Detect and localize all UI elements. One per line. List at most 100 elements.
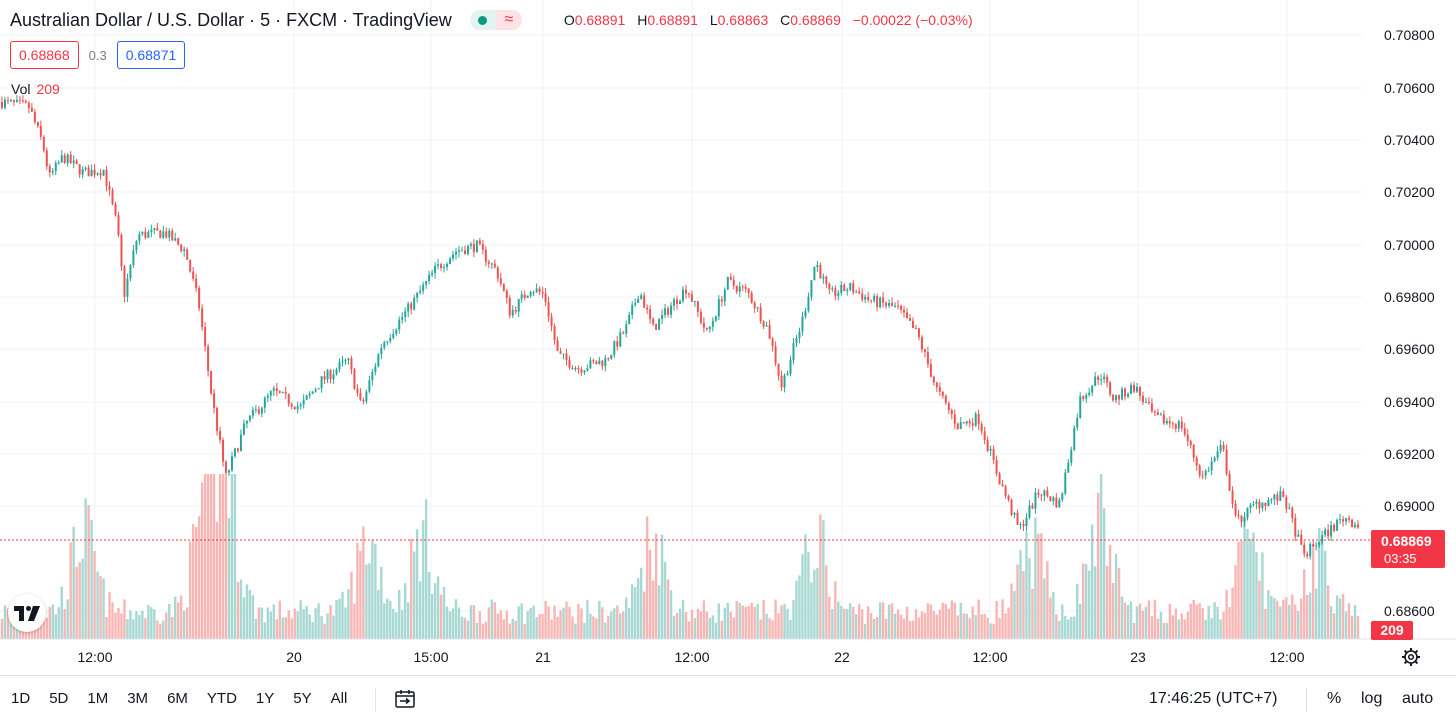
candle-body bbox=[156, 228, 159, 231]
candle-body bbox=[511, 310, 514, 316]
volume-bar bbox=[266, 607, 270, 639]
candle-body bbox=[207, 346, 210, 372]
candle-body bbox=[917, 328, 920, 338]
range-button-5d[interactable]: 5D bbox=[49, 690, 69, 707]
price-tick-label: 0.69400 bbox=[1384, 394, 1435, 410]
candle-body bbox=[598, 360, 601, 365]
volume-bar bbox=[714, 622, 718, 639]
volume-bar bbox=[1055, 614, 1058, 639]
sell-button[interactable]: 0.68868 bbox=[10, 41, 79, 69]
candle-body bbox=[1345, 518, 1348, 522]
volume-bar bbox=[890, 603, 894, 639]
volume-bar bbox=[1288, 604, 1291, 639]
volume-bar bbox=[478, 611, 482, 639]
range-button-6m[interactable]: 6M bbox=[167, 690, 188, 707]
volume-bar bbox=[729, 611, 732, 639]
range-button-all[interactable]: All bbox=[330, 690, 348, 707]
candle-body bbox=[813, 266, 816, 281]
volume-bar bbox=[1165, 623, 1169, 639]
volume-bar bbox=[1031, 588, 1034, 639]
go-to-date-icon[interactable] bbox=[394, 688, 416, 715]
market-status[interactable]: ≈ bbox=[469, 10, 522, 30]
candle-body bbox=[595, 361, 598, 365]
volume-bar bbox=[956, 615, 959, 639]
range-button-ytd[interactable]: YTD bbox=[206, 690, 237, 707]
chart-header: Australian Dollar / U.S. Dollar · 5 · FX… bbox=[10, 9, 973, 31]
price-chart[interactable]: 0.70800 0.70600 0.70400 0.70200 0.70000 0.698… bbox=[0, 0, 1456, 675]
volume-bar bbox=[1213, 602, 1216, 639]
candle-body bbox=[1213, 457, 1216, 462]
volume-bar bbox=[1240, 540, 1243, 639]
volume-bar bbox=[427, 572, 431, 639]
volume-bar bbox=[233, 474, 237, 639]
volume-bar bbox=[1306, 594, 1309, 639]
volume-bar bbox=[197, 516, 201, 639]
price-tick-label: 0.70400 bbox=[1384, 132, 1435, 148]
candle-body bbox=[293, 406, 296, 410]
symbol-title[interactable]: Australian Dollar / U.S. Dollar · 5 · FX… bbox=[10, 9, 452, 30]
log-scale-toggle[interactable]: log bbox=[1361, 690, 1383, 707]
volume-bar bbox=[887, 604, 891, 639]
volume-bar bbox=[846, 609, 849, 639]
volume-bar bbox=[194, 526, 198, 639]
volume-bar bbox=[1019, 550, 1022, 639]
volume-bar bbox=[1087, 570, 1091, 639]
range-button-1m[interactable]: 1M bbox=[87, 690, 109, 707]
candle-body bbox=[768, 325, 771, 339]
clock-timezone[interactable]: 17:46:25 (UTC+7) bbox=[1149, 690, 1278, 707]
range-buttons: 1D 5D 1M 3M 6M YTD 1Y 5Y All bbox=[11, 690, 366, 707]
candle-body bbox=[15, 99, 18, 102]
candle-body bbox=[1261, 502, 1264, 509]
range-button-5y[interactable]: 5Y bbox=[293, 690, 312, 707]
candle-body bbox=[260, 407, 263, 414]
candle-body bbox=[947, 402, 950, 411]
candle-body bbox=[254, 409, 257, 411]
volume-bar bbox=[150, 607, 153, 639]
volume-bar bbox=[1270, 595, 1273, 639]
volume-bar bbox=[849, 603, 852, 639]
tradingview-logo-icon[interactable] bbox=[8, 594, 46, 632]
candle-body bbox=[1004, 486, 1007, 496]
volume-bar bbox=[774, 599, 777, 639]
candle-body bbox=[998, 473, 1001, 485]
candle-body bbox=[1294, 518, 1297, 537]
auto-scale-toggle[interactable]: auto bbox=[1402, 690, 1434, 707]
candle-body bbox=[302, 399, 305, 405]
volume-bar bbox=[858, 603, 861, 639]
volume-bar bbox=[1141, 610, 1145, 639]
volume-bar bbox=[717, 603, 721, 639]
volume-value: 209 bbox=[36, 81, 60, 97]
range-button-1y[interactable]: 1Y bbox=[255, 690, 275, 707]
time-tick-label: 15:00 bbox=[413, 649, 448, 665]
percent-scale-toggle[interactable]: % bbox=[1327, 690, 1342, 707]
buy-button[interactable]: 0.68871 bbox=[116, 41, 186, 69]
candle-body bbox=[183, 249, 186, 252]
range-button-3m[interactable]: 3M bbox=[127, 690, 149, 707]
gear-icon[interactable] bbox=[1401, 647, 1421, 672]
volume-bar bbox=[1082, 563, 1085, 639]
candle-body bbox=[138, 234, 141, 241]
candle-body bbox=[242, 423, 245, 435]
volume-bar bbox=[254, 618, 258, 639]
candle-body bbox=[374, 366, 377, 373]
volume-bar bbox=[1058, 620, 1061, 639]
candle-body bbox=[18, 99, 21, 101]
candle-body bbox=[780, 375, 783, 388]
candle-body bbox=[1318, 542, 1321, 546]
volume-bar bbox=[212, 474, 216, 639]
candle-body bbox=[571, 367, 574, 370]
volume-bar bbox=[631, 584, 634, 639]
volume-bar bbox=[1025, 532, 1028, 639]
candle-body bbox=[177, 238, 180, 245]
volume-bar bbox=[1085, 564, 1088, 639]
volume-bar bbox=[1249, 538, 1252, 639]
candle-body bbox=[362, 399, 365, 402]
volume-bar bbox=[1117, 567, 1121, 639]
volume-legend[interactable]: Vol 209 bbox=[11, 81, 60, 97]
volume-bar bbox=[1096, 492, 1100, 639]
volume-bar bbox=[756, 604, 759, 639]
candle-body bbox=[120, 234, 123, 267]
range-button-1d[interactable]: 1D bbox=[11, 690, 31, 707]
volume-bar bbox=[257, 607, 261, 639]
volume-bar bbox=[604, 622, 607, 639]
